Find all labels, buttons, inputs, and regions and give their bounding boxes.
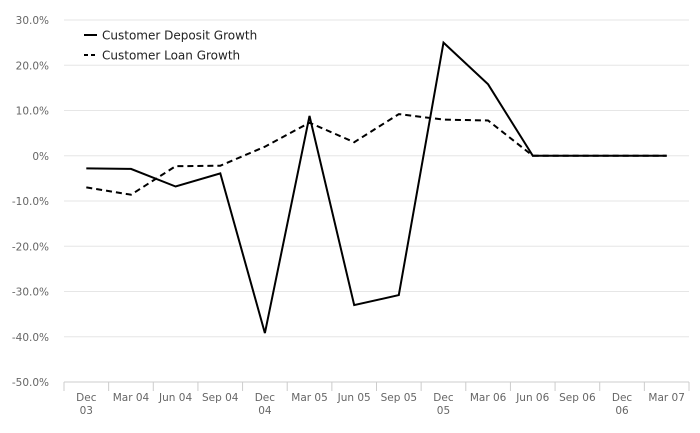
x-tick-label: Dec 06 — [612, 392, 633, 417]
series-line-deposit — [86, 40, 667, 334]
x-tick-label: Mar 04 — [113, 392, 150, 404]
x-tick-label: Mar 07 — [648, 392, 685, 404]
x-tick-label: Mar 06 — [470, 392, 507, 404]
x-tick-label: Sep 04 — [202, 392, 239, 404]
y-tick-label: 30.0% — [16, 15, 49, 27]
x-tick-label: Dec 04 — [255, 392, 276, 417]
legend-label-deposit: Customer Deposit Growth — [102, 29, 257, 43]
x-tick-label: Sep 06 — [559, 392, 596, 404]
x-tick-label: Jun 05 — [337, 392, 371, 404]
y-tick-label: -30.0% — [12, 287, 49, 299]
x-axis: Dec 03 Mar 04 Jun 04 Sep 04 Dec 04 Mar 05 Jun 05… — [63, 381, 690, 417]
legend-label-loan: Customer Loan Growth — [102, 49, 240, 63]
legend-item-deposit[interactable]: Customer Deposit Growth — [84, 29, 257, 43]
y-axis-ticks: -50.0% -40.0% -30.0% -20.0% -10.0% 0% 10.0% 20.… — [12, 15, 49, 389]
y-tick-label: 0% — [32, 151, 49, 163]
y-tick-label: -40.0% — [12, 332, 49, 344]
grid-lines — [64, 19, 689, 338]
legend: Customer Deposit Growth Customer Loan Gr… — [84, 29, 257, 63]
x-tick-label: Mar 05 — [291, 392, 328, 404]
y-tick-label: -10.0% — [12, 196, 49, 208]
x-tick-label: Jun 06 — [515, 392, 549, 404]
legend-item-loan[interactable]: Customer Loan Growth — [84, 49, 240, 63]
y-tick-label: 20.0% — [16, 60, 49, 72]
y-tick-label: -50.0% — [12, 377, 49, 389]
x-tick-label: Dec 05 — [433, 392, 454, 417]
y-tick-label: 10.0% — [16, 106, 49, 118]
x-tick-label: Sep 05 — [381, 392, 418, 404]
y-tick-label: -20.0% — [12, 241, 49, 253]
x-tick-label: Jun 04 — [158, 392, 192, 404]
x-tick-label: Dec 03 — [76, 392, 97, 417]
series-line-loan — [86, 113, 667, 196]
series-lines — [86, 40, 667, 334]
